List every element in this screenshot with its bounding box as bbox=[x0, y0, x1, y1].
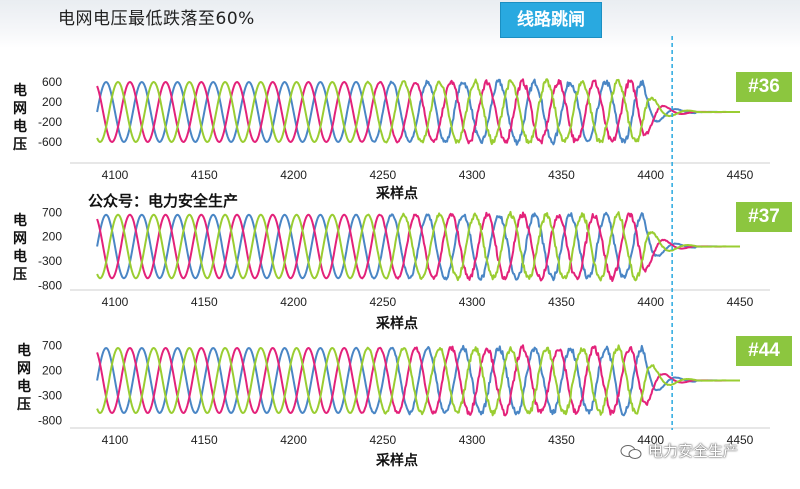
x-tick-label: 4450 bbox=[727, 295, 754, 309]
y-tick-label: 200 bbox=[42, 364, 62, 378]
x-tick-label: 4350 bbox=[548, 168, 575, 182]
y-tick-label: -800 bbox=[38, 279, 62, 293]
x-tick-label: 4250 bbox=[370, 433, 397, 447]
y-axis-label-char: 电 bbox=[13, 212, 27, 229]
x-tick-label: 4150 bbox=[191, 433, 218, 447]
y-axis-label-char: 压 bbox=[17, 397, 31, 413]
x-tick-label: 4350 bbox=[548, 433, 575, 447]
chart-tag-37: #37 bbox=[736, 202, 792, 232]
y-tick-label: 200 bbox=[42, 95, 62, 109]
page-title: 电网电压最低跌落至60% bbox=[58, 9, 255, 29]
y-axis-label-char: 电 bbox=[17, 378, 31, 395]
series-line bbox=[96, 344, 741, 417]
x-tick-label: 4100 bbox=[102, 295, 129, 309]
y-tick-label: -300 bbox=[38, 389, 62, 403]
chart-tag-36: #36 bbox=[736, 72, 792, 102]
x-tick-label: 4250 bbox=[370, 168, 397, 182]
y-tick-label: -200 bbox=[38, 115, 62, 129]
y-axis-label-char: 网 bbox=[13, 101, 27, 117]
x-tick-label: 4350 bbox=[548, 295, 575, 309]
series-line bbox=[96, 78, 741, 146]
y-axis-label-char: 压 bbox=[13, 137, 27, 153]
watermark-bottom: 电力安全生产 bbox=[620, 440, 738, 461]
y-axis-label-char: 电 bbox=[17, 342, 31, 359]
x-tick-label: 4400 bbox=[637, 433, 664, 447]
y-axis-label-char: 网 bbox=[17, 361, 31, 377]
x-axis-title: 采样点 bbox=[375, 315, 418, 332]
wechat-icon bbox=[620, 444, 642, 459]
series-line bbox=[96, 78, 741, 145]
y-tick-label: 700 bbox=[42, 205, 62, 219]
series-line bbox=[96, 78, 741, 146]
series-line bbox=[96, 211, 741, 282]
series-line bbox=[96, 344, 741, 417]
y-axis-label-char: 网 bbox=[13, 231, 27, 247]
x-tick-label: 4100 bbox=[102, 433, 129, 447]
watermark-top: 公众号：电力安全生产 bbox=[88, 192, 239, 210]
x-tick-label: 4400 bbox=[637, 295, 664, 309]
x-tick-label: 4400 bbox=[637, 168, 664, 182]
series-line bbox=[96, 210, 741, 282]
x-tick-label: 4200 bbox=[280, 168, 307, 182]
title-band bbox=[0, 0, 800, 48]
x-axis-title: 采样点 bbox=[375, 452, 418, 469]
y-axis-label-char: 压 bbox=[13, 267, 27, 283]
watermark-bottom-text: 电力安全生产 bbox=[648, 442, 739, 460]
y-axis-label-char: 电 bbox=[13, 118, 27, 135]
x-tick-label: 4150 bbox=[191, 295, 218, 309]
x-axis-title: 采样点 bbox=[375, 185, 418, 202]
y-tick-label: 600 bbox=[42, 75, 62, 89]
x-tick-label: 4450 bbox=[727, 168, 754, 182]
x-tick-label: 4100 bbox=[102, 168, 129, 182]
trip-label: 线路跳闸 bbox=[500, 2, 602, 38]
x-tick-label: 4250 bbox=[370, 295, 397, 309]
x-tick-label: 4300 bbox=[459, 433, 486, 447]
chart-tag-44: #44 bbox=[736, 336, 792, 366]
x-tick-label: 4450 bbox=[727, 433, 754, 447]
x-tick-label: 4200 bbox=[280, 433, 307, 447]
y-tick-label: -800 bbox=[38, 414, 62, 428]
y-tick-label: 200 bbox=[42, 230, 62, 244]
series-line bbox=[96, 211, 741, 282]
y-tick-label: -300 bbox=[38, 254, 62, 268]
x-tick-label: 4300 bbox=[459, 168, 486, 182]
x-tick-label: 4150 bbox=[191, 168, 218, 182]
y-axis-label-char: 电 bbox=[13, 82, 27, 99]
y-tick-label: 700 bbox=[42, 339, 62, 353]
y-axis-label-char: 电 bbox=[13, 248, 27, 265]
x-tick-label: 4300 bbox=[459, 295, 486, 309]
x-tick-label: 4200 bbox=[280, 295, 307, 309]
series-line bbox=[96, 344, 741, 417]
y-tick-label: -600 bbox=[38, 135, 62, 149]
